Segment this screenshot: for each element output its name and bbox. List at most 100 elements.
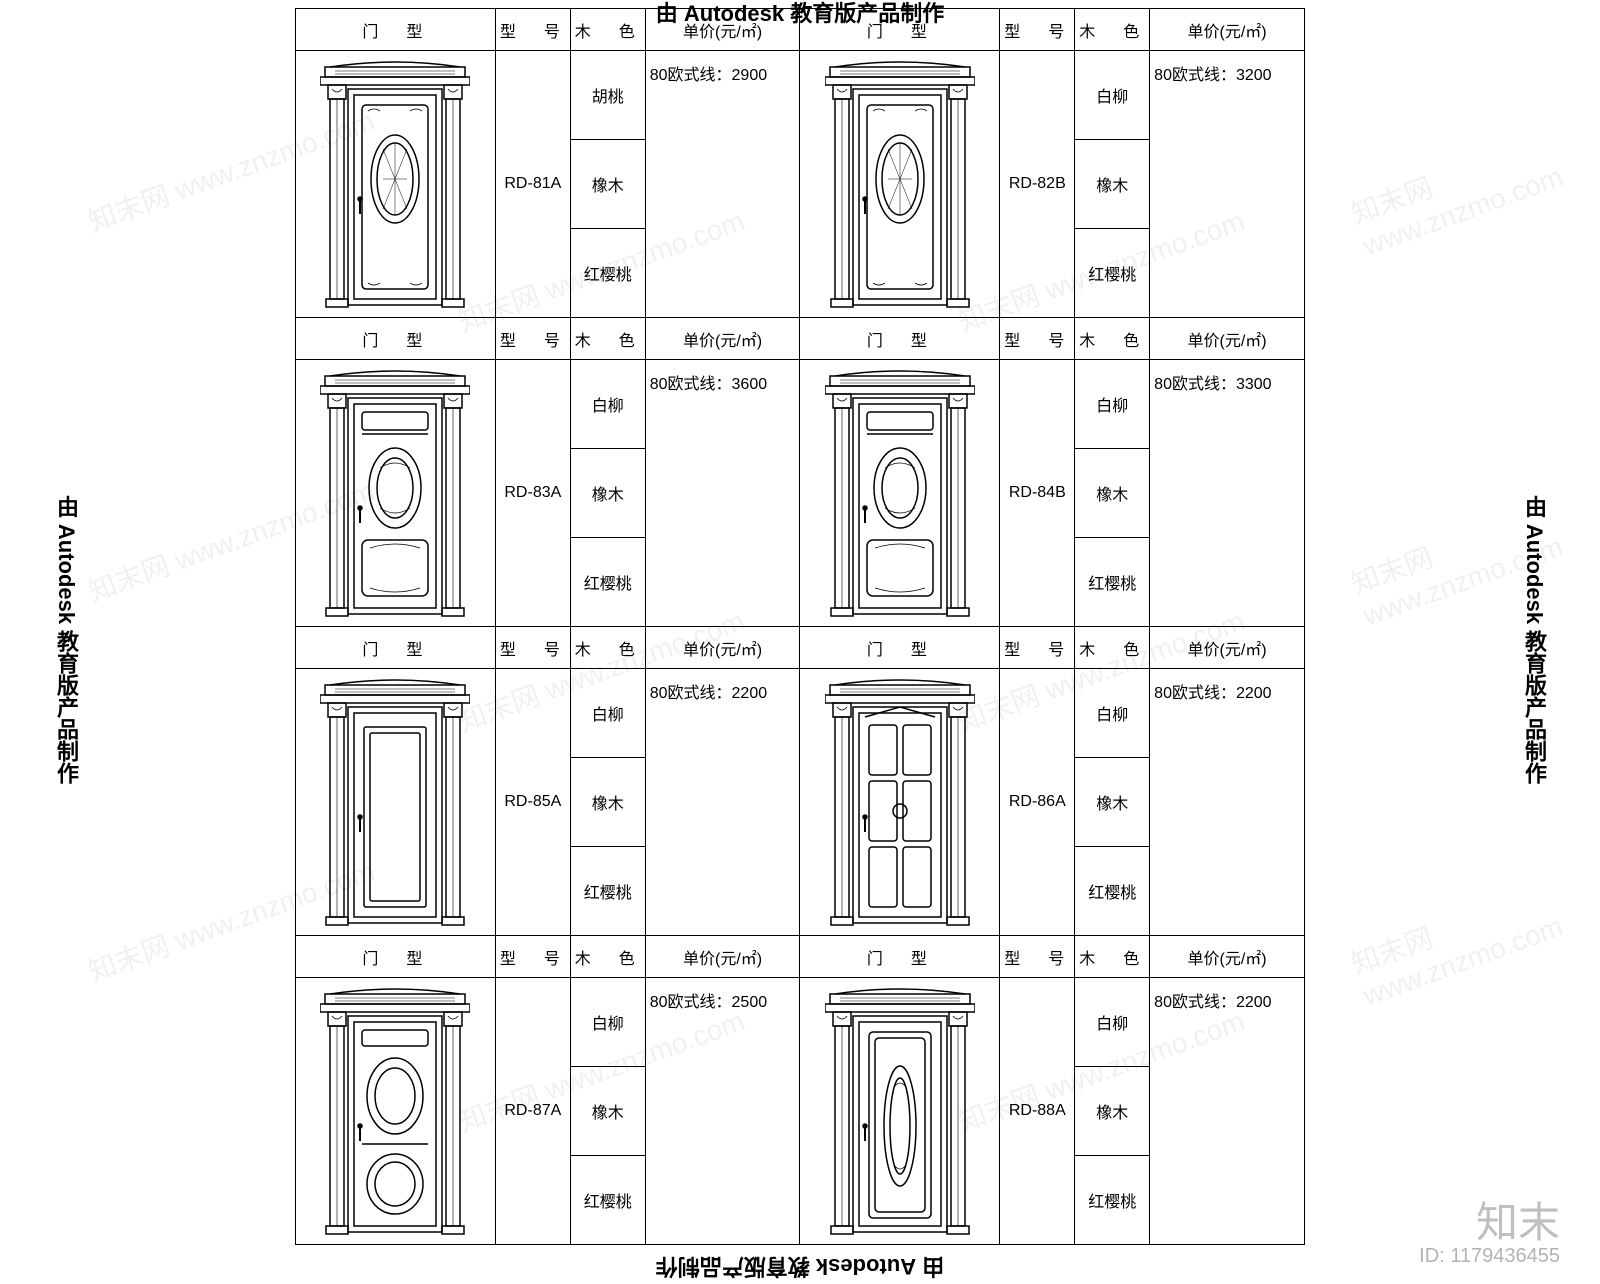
- price-cell: 80欧式线：3200: [1150, 51, 1305, 318]
- door-cell: [800, 669, 1000, 936]
- znzmo-watermark: 知末网 www.znzmo.com: [1345, 109, 1600, 262]
- autodesk-watermark-left: 由 Autodesk 教育版产品制作: [50, 496, 82, 784]
- model-cell: RD-84B: [1000, 360, 1075, 627]
- door-cell: [296, 51, 496, 318]
- table-row: RD-83A白柳80欧式线：3600: [296, 360, 1305, 449]
- header-model: 型 号: [495, 627, 570, 669]
- price-cell: 80欧式线：2200: [645, 669, 800, 936]
- wood-option: 红樱桃: [1075, 538, 1150, 627]
- header-door-type: 门 型: [296, 9, 496, 51]
- brand-watermark: 知末: [1476, 1189, 1560, 1250]
- price-cell: 80欧式线：2200: [1150, 978, 1305, 1245]
- header-row: 门 型 型 号 木 色 单价(元/㎡) 门 型 型 号 木 色 单价(元/㎡): [296, 9, 1305, 51]
- autodesk-watermark-bottom: 由 Autodesk 教育版产品制作: [656, 1252, 944, 1284]
- header-row: 门 型 型 号 木 色 单价(元/㎡) 门 型 型 号 木 色 单价(元/㎡): [296, 627, 1305, 669]
- header-price: 单价(元/㎡): [645, 936, 800, 978]
- door-illustration: [320, 59, 470, 309]
- wood-option: 白柳: [570, 978, 645, 1067]
- price-cell: 80欧式线：2500: [645, 978, 800, 1245]
- header-price: 单价(元/㎡): [1150, 936, 1305, 978]
- wood-option: 橡木: [1075, 449, 1150, 538]
- model-cell: RD-83A: [495, 360, 570, 627]
- header-door-type: 门 型: [296, 627, 496, 669]
- wood-option: 橡木: [1075, 140, 1150, 229]
- catalog-frame: 由 Autodesk 教育版产品制作 由 Autodesk 教育版产品制作 门 …: [295, 0, 1305, 1280]
- price-cell: 80欧式线：2200: [1150, 669, 1305, 936]
- door-catalog-table: 门 型 型 号 木 色 单价(元/㎡) 门 型 型 号 木 色 单价(元/㎡): [295, 8, 1305, 1245]
- wood-option: 白柳: [570, 360, 645, 449]
- door-cell: [800, 360, 1000, 627]
- price-cell: 80欧式线：3300: [1150, 360, 1305, 627]
- wood-option: 白柳: [1075, 978, 1150, 1067]
- header-price: 单价(元/㎡): [645, 627, 800, 669]
- wood-option: 红樱桃: [1075, 847, 1150, 936]
- header-door-type: 门 型: [296, 318, 496, 360]
- header-price: 单价(元/㎡): [645, 318, 800, 360]
- door-illustration: [825, 986, 975, 1236]
- door-cell: [800, 51, 1000, 318]
- header-wood: 木 色: [1075, 9, 1150, 51]
- door-cell: [296, 978, 496, 1245]
- header-row: 门 型 型 号 木 色 单价(元/㎡) 门 型 型 号 木 色 单价(元/㎡): [296, 318, 1305, 360]
- wood-option: 白柳: [1075, 669, 1150, 758]
- header-wood: 木 色: [570, 627, 645, 669]
- wood-option: 红樱桃: [570, 229, 645, 318]
- wood-option: 橡木: [570, 449, 645, 538]
- table-row: RD-87A白柳80欧式线：2500: [296, 978, 1305, 1067]
- znzmo-watermark: 知末网 www.znzmo.com: [1345, 859, 1600, 1012]
- header-door-type: 门 型: [800, 9, 1000, 51]
- door-cell: [800, 978, 1000, 1245]
- header-price: 单价(元/㎡): [1150, 627, 1305, 669]
- door-cell: [296, 360, 496, 627]
- header-door-type: 门 型: [800, 627, 1000, 669]
- table-row: RD-81A胡桃80欧式线：2900: [296, 51, 1305, 140]
- header-model: 型 号: [1000, 936, 1075, 978]
- header-wood: 木 色: [1075, 627, 1150, 669]
- door-cell: [296, 669, 496, 936]
- wood-option: 胡桃: [570, 51, 645, 140]
- door-illustration: [825, 59, 975, 309]
- model-cell: RD-86A: [1000, 669, 1075, 936]
- header-row: 门 型 型 号 木 色 单价(元/㎡) 门 型 型 号 木 色 单价(元/㎡): [296, 936, 1305, 978]
- price-cell: 80欧式线：3600: [645, 360, 800, 627]
- model-cell: RD-85A: [495, 669, 570, 936]
- header-model: 型 号: [495, 936, 570, 978]
- autodesk-watermark-right: 由 Autodesk 教育版产品制作: [1518, 496, 1550, 784]
- wood-option: 白柳: [1075, 360, 1150, 449]
- header-model: 型 号: [1000, 627, 1075, 669]
- header-door-type: 门 型: [800, 936, 1000, 978]
- header-model: 型 号: [495, 318, 570, 360]
- header-price: 单价(元/㎡): [1150, 9, 1305, 51]
- wood-option: 红樱桃: [1075, 229, 1150, 318]
- wood-option: 橡木: [570, 758, 645, 847]
- model-cell: RD-87A: [495, 978, 570, 1245]
- wood-option: 红樱桃: [570, 847, 645, 936]
- wood-option: 红樱桃: [570, 538, 645, 627]
- header-door-type: 门 型: [296, 936, 496, 978]
- wood-option: 红樱桃: [1075, 1156, 1150, 1245]
- door-illustration: [320, 677, 470, 927]
- header-wood: 木 色: [1075, 318, 1150, 360]
- price-cell: 80欧式线：2900: [645, 51, 800, 318]
- wood-option: 白柳: [1075, 51, 1150, 140]
- header-price: 单价(元/㎡): [645, 9, 800, 51]
- header-wood: 木 色: [570, 318, 645, 360]
- header-door-type: 门 型: [800, 318, 1000, 360]
- header-price: 单价(元/㎡): [1150, 318, 1305, 360]
- header-model: 型 号: [1000, 318, 1075, 360]
- header-wood: 木 色: [1075, 936, 1150, 978]
- header-wood: 木 色: [570, 9, 645, 51]
- wood-option: 橡木: [1075, 1067, 1150, 1156]
- image-id: ID: 1179436455: [1419, 1245, 1560, 1268]
- door-illustration: [320, 368, 470, 618]
- wood-option: 橡木: [570, 1067, 645, 1156]
- header-wood: 木 色: [570, 936, 645, 978]
- header-model: 型 号: [1000, 9, 1075, 51]
- wood-option: 橡木: [1075, 758, 1150, 847]
- model-cell: RD-82B: [1000, 51, 1075, 318]
- door-illustration: [320, 986, 470, 1236]
- door-illustration: [825, 368, 975, 618]
- table-row: RD-85A白柳80欧式线：2200: [296, 669, 1305, 758]
- header-model: 型 号: [495, 9, 570, 51]
- wood-option: 橡木: [570, 140, 645, 229]
